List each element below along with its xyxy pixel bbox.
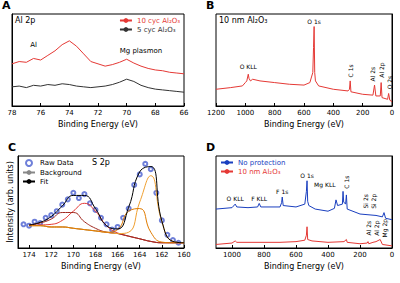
svg-text:72: 72	[94, 109, 103, 117]
svg-text:No protection: No protection	[238, 159, 286, 167]
svg-text:Binding Energy (eV): Binding Energy (eV)	[264, 120, 344, 129]
svg-text:Binding Energy (eV): Binding Energy (eV)	[264, 262, 344, 271]
svg-text:5 cyc Al₂O₃: 5 cyc Al₂O₃	[137, 26, 176, 34]
svg-text:1200: 1200	[207, 109, 225, 117]
svg-text:A: A	[2, 0, 11, 12]
svg-text:C 1s: C 1s	[347, 64, 354, 77]
svg-text:Mg 2p: Mg 2p	[381, 219, 389, 238]
svg-text:78: 78	[8, 109, 17, 117]
svg-text:Fit: Fit	[40, 178, 48, 186]
svg-text:Raw Data: Raw Data	[40, 159, 74, 167]
svg-text:Si 2s: Si 2s	[362, 194, 369, 208]
svg-text:Al: Al	[30, 41, 37, 49]
svg-text:F 1s: F 1s	[276, 188, 288, 195]
svg-text:Al 2s: Al 2s	[369, 67, 376, 82]
svg-text:10 cyc Al₂O₃: 10 cyc Al₂O₃	[137, 17, 180, 25]
svg-text:400: 400	[321, 251, 334, 259]
svg-text:68: 68	[151, 109, 160, 117]
svg-text:C: C	[8, 141, 16, 154]
svg-text:C 1s: C 1s	[343, 176, 350, 189]
svg-text:200: 200	[353, 251, 366, 259]
svg-text:800: 800	[268, 109, 281, 117]
svg-text:600: 600	[289, 251, 302, 259]
svg-text:O 1s: O 1s	[307, 18, 321, 25]
svg-text:1000: 1000	[223, 251, 241, 259]
svg-text:174: 174	[22, 251, 36, 259]
svg-text:400: 400	[327, 109, 340, 117]
svg-text:Binding Energy (eV): Binding Energy (eV)	[58, 120, 138, 129]
svg-text:B: B	[206, 0, 214, 12]
svg-text:0: 0	[390, 109, 394, 117]
svg-text:Al 2p: Al 2p	[378, 62, 386, 77]
svg-text:66: 66	[180, 109, 189, 117]
svg-text:Intensity (arb. units): Intensity (arb. units)	[6, 161, 15, 243]
svg-text:S 2p: S 2p	[92, 158, 110, 167]
svg-text:Mg plasmon: Mg plasmon	[120, 47, 163, 55]
svg-text:168: 168	[89, 251, 102, 259]
svg-text:Al 2p: Al 2p	[15, 16, 35, 25]
svg-text:166: 166	[111, 251, 125, 259]
svg-text:1000: 1000	[236, 109, 254, 117]
svg-text:10 nm Al₂O₃: 10 nm Al₂O₃	[238, 168, 281, 176]
svg-text:Al 2s: Al 2s	[365, 221, 372, 236]
svg-text:162: 162	[155, 251, 168, 259]
svg-text:160: 160	[177, 251, 190, 259]
svg-text:800: 800	[257, 251, 270, 259]
svg-text:Binding Energy (eV): Binding Energy (eV)	[61, 262, 141, 271]
svg-text:Si 2p: Si 2p	[370, 194, 378, 209]
svg-text:600: 600	[297, 109, 310, 117]
svg-text:172: 172	[45, 251, 58, 259]
svg-text:70: 70	[122, 109, 131, 117]
svg-text:O 1s: O 1s	[300, 172, 314, 179]
svg-text:O KLL: O KLL	[227, 195, 245, 202]
svg-text:74: 74	[65, 109, 74, 117]
svg-text:0: 0	[390, 251, 394, 259]
svg-text:Background: Background	[40, 169, 82, 177]
svg-text:F KLL: F KLL	[251, 195, 268, 202]
svg-text:O KLL: O KLL	[240, 63, 258, 70]
svg-text:O 2s: O 2s	[386, 76, 393, 90]
svg-text:200: 200	[356, 109, 369, 117]
svg-text:Mg KLL: Mg KLL	[314, 181, 336, 189]
svg-text:Al 2p: Al 2p	[373, 220, 381, 235]
svg-text:D: D	[206, 141, 215, 154]
svg-text:10 nm Al₂O₃: 10 nm Al₂O₃	[219, 16, 268, 25]
svg-text:164: 164	[133, 251, 147, 259]
svg-text:170: 170	[67, 251, 80, 259]
svg-text:76: 76	[36, 109, 45, 117]
